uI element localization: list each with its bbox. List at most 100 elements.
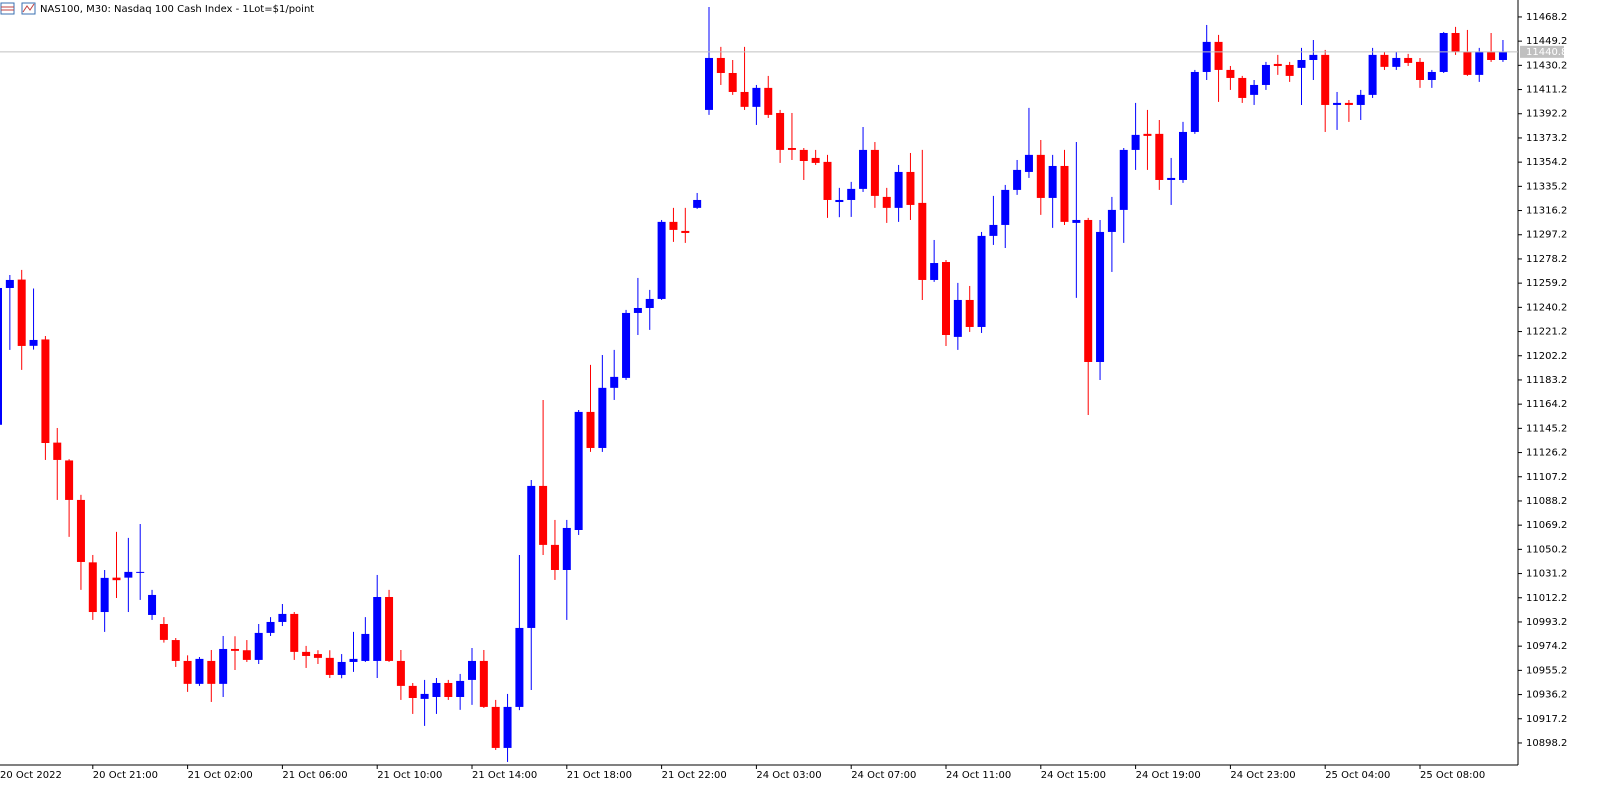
y-tick-label: 11278.2 [1526, 254, 1567, 265]
y-tick-label: 10898.2 [1526, 738, 1567, 749]
candle-body [100, 577, 109, 613]
candle-body [870, 149, 879, 196]
candle-body [1463, 51, 1472, 75]
y-tick-label: 11335.2 [1526, 181, 1567, 192]
candle-body [1333, 102, 1342, 105]
y-tick-label: 11012.2 [1526, 593, 1567, 604]
candle-body [657, 221, 666, 299]
candle-body [787, 148, 796, 150]
y-tick-label: 10974.2 [1526, 641, 1567, 652]
candle-body [728, 72, 737, 92]
candle-body [799, 149, 808, 161]
candle-body [302, 651, 311, 656]
title-icons [0, 2, 36, 15]
candle-body [1368, 54, 1377, 95]
candle-body [539, 485, 548, 545]
candle-body [432, 682, 441, 697]
candle-body [918, 202, 927, 280]
x-tick-label: 20 Oct 21:00 [93, 770, 158, 781]
candle-body [705, 57, 713, 110]
candle-body [574, 411, 583, 530]
candle-body [1001, 189, 1010, 225]
candle-body [610, 376, 619, 388]
candle-body [906, 171, 915, 205]
candle-body [716, 57, 725, 73]
candle-body [1119, 149, 1128, 210]
candle-body [373, 596, 382, 661]
x-tick-label: 24 Oct 07:00 [851, 770, 916, 781]
candle-body [823, 161, 832, 200]
y-tick-label: 10917.2 [1526, 714, 1567, 725]
candle-body [65, 460, 74, 500]
candle-body [254, 632, 263, 660]
candle-body [420, 693, 429, 699]
icon [22, 3, 35, 13]
candle-body [859, 149, 868, 189]
y-tick-label: 11373.2 [1526, 133, 1567, 144]
candle-body [219, 648, 228, 684]
candle-body [586, 411, 595, 448]
candle-body [882, 196, 891, 208]
candle-body [278, 613, 287, 622]
candle-body [5, 279, 14, 288]
candle-body [491, 706, 500, 748]
candle-body [385, 596, 394, 661]
candle-body [1285, 64, 1294, 76]
candle-body [1309, 54, 1318, 60]
x-tick-label: 21 Oct 02:00 [188, 770, 253, 781]
candle-body [148, 594, 157, 615]
x-tick-label: 24 Oct 15:00 [1041, 770, 1106, 781]
candle-body [953, 299, 962, 337]
y-tick-label: 10993.2 [1526, 617, 1567, 628]
candle-body [337, 661, 346, 675]
x-tick-label: 21 Oct 14:00 [472, 770, 537, 781]
candle-body [171, 640, 180, 661]
candle-body [645, 298, 654, 308]
current-price-label: 11440.8 [1526, 47, 1567, 58]
candle-body [313, 654, 322, 658]
y-tick-label: 11145.2 [1526, 423, 1567, 434]
candle-body [811, 157, 820, 163]
y-tick-label: 11107.2 [1526, 472, 1567, 483]
candle-body [1297, 59, 1306, 68]
y-tick-label: 11297.2 [1526, 230, 1567, 241]
candle-body [361, 633, 370, 661]
candle-body [408, 685, 417, 699]
candle-body [266, 621, 275, 633]
y-tick-label: 11126.2 [1526, 448, 1567, 459]
x-tick-label: 25 Oct 04:00 [1325, 770, 1390, 781]
y-tick-label: 11449.2 [1526, 36, 1567, 47]
candle-body [231, 648, 239, 651]
x-tick-label: 21 Oct 10:00 [377, 770, 442, 781]
candle-body [776, 112, 785, 150]
y-tick-label: 11050.2 [1526, 544, 1567, 555]
icon [0, 2, 15, 15]
candle-body [195, 658, 204, 684]
candle-body [930, 263, 939, 280]
candle-body [88, 562, 97, 613]
candle-body [1107, 209, 1116, 232]
candle-body [1451, 32, 1460, 52]
y-tick-label: 10955.2 [1526, 665, 1567, 676]
candle-body [1167, 177, 1176, 180]
candle-body [1096, 231, 1105, 362]
candle-body [1190, 71, 1199, 132]
x-tick-label: 20 Oct 2022 [0, 770, 62, 781]
candle-body [325, 657, 334, 675]
y-tick-label: 11316.2 [1526, 206, 1567, 217]
x-tick-label: 24 Oct 23:00 [1230, 770, 1295, 781]
candle-body [349, 658, 358, 662]
candle-body [1321, 54, 1330, 105]
y-tick-label: 11202.2 [1526, 351, 1567, 362]
candle-body [515, 627, 524, 707]
candle-body [1048, 165, 1057, 198]
candle-body [1261, 64, 1270, 85]
candle-body [1344, 102, 1353, 105]
candle-body [835, 199, 844, 203]
y-tick-label: 10936.2 [1526, 690, 1567, 701]
y-tick-label: 11183.2 [1526, 375, 1567, 386]
x-tick-label: 21 Oct 06:00 [282, 770, 347, 781]
candle-body [41, 339, 50, 444]
candle-body [1404, 57, 1413, 63]
y-tick-label: 11069.2 [1526, 520, 1567, 531]
